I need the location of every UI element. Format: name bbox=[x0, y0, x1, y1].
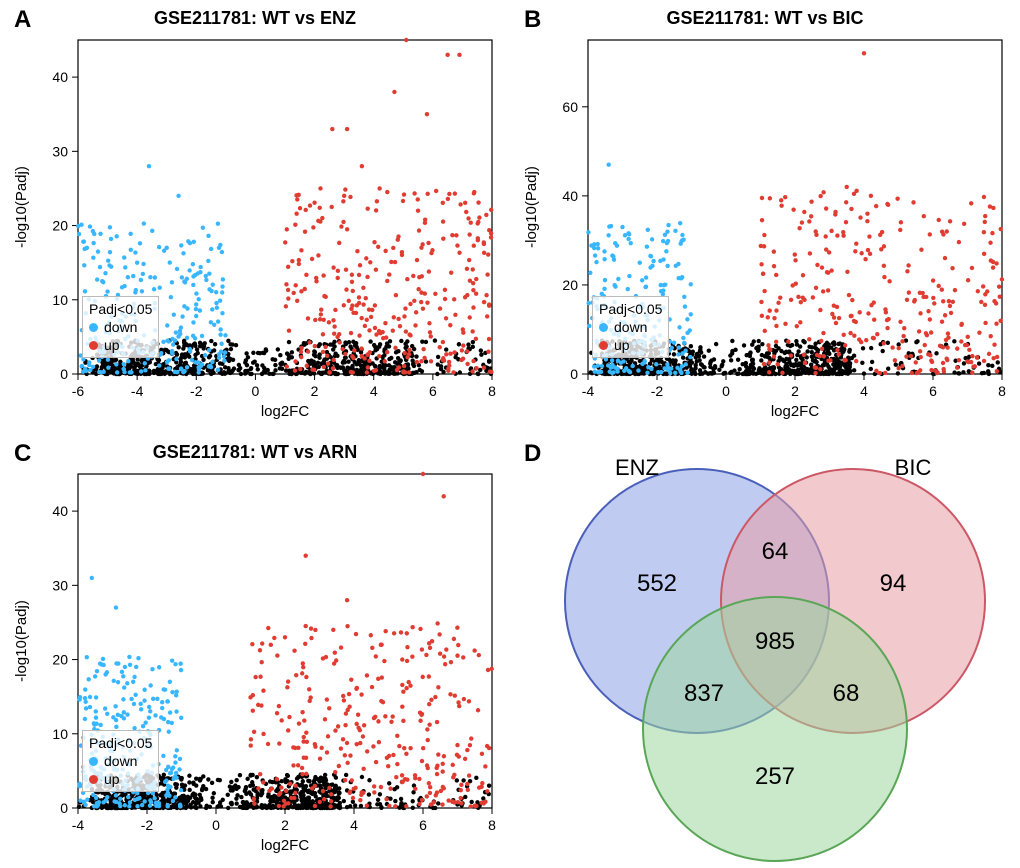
volcano-plot-C: -4 -2 0 2 4 6 8 0 10 20 30 40 log2FC -log10(Padj) bbox=[0, 434, 510, 868]
svg-text:-4: -4 bbox=[72, 817, 85, 833]
svg-text:log2FC: log2FC bbox=[261, 837, 310, 854]
venn-bic-arn: 68 bbox=[833, 680, 860, 707]
svg-text:20: 20 bbox=[562, 277, 578, 293]
svg-text:40: 40 bbox=[562, 188, 578, 204]
legend-item: down bbox=[89, 319, 152, 335]
svg-text:2: 2 bbox=[311, 383, 319, 399]
svg-text:40: 40 bbox=[52, 503, 68, 519]
volcano-plot-A: -6 -4 -2 0 2 4 6 8 0 10 20 30 40 log2FC -log10(Padj) bbox=[0, 0, 510, 434]
legend-item-label: up bbox=[104, 337, 120, 353]
legend-dot-icon bbox=[89, 775, 98, 784]
panel-B-title: GSE211781: WT vs BIC bbox=[510, 8, 1020, 29]
svg-text:4: 4 bbox=[860, 383, 868, 399]
svg-text:-log10(Padj): -log10(Padj) bbox=[523, 166, 540, 248]
panel-C-title: GSE211781: WT vs ARN bbox=[0, 442, 510, 463]
legend-dot-icon bbox=[599, 341, 608, 350]
legend-A: Padj<0.05 down up bbox=[82, 296, 159, 358]
svg-text:0: 0 bbox=[570, 366, 578, 382]
svg-text:-2: -2 bbox=[141, 817, 154, 833]
legend-item-label: down bbox=[614, 319, 647, 335]
legend-title: Padj<0.05 bbox=[89, 301, 152, 317]
svg-text:2: 2 bbox=[281, 817, 289, 833]
panel-D-label: D bbox=[524, 440, 541, 468]
svg-text:0: 0 bbox=[60, 366, 68, 382]
venn-enz-bic: 64 bbox=[762, 538, 789, 565]
venn-enz-arn: 837 bbox=[684, 680, 724, 707]
venn-enz-only: 552 bbox=[637, 570, 677, 597]
venn-diagram: 552942576483768985ENZBICARN bbox=[510, 434, 1020, 868]
svg-text:8: 8 bbox=[488, 817, 496, 833]
svg-text:40: 40 bbox=[52, 69, 68, 85]
legend-dot-icon bbox=[89, 757, 98, 766]
svg-text:-log10(Padj): -log10(Padj) bbox=[13, 166, 30, 248]
legend-item: up bbox=[89, 771, 152, 787]
venn-bic-title: BIC bbox=[895, 455, 932, 480]
legend-item-label: up bbox=[104, 771, 120, 787]
svg-text:0: 0 bbox=[60, 800, 68, 816]
svg-text:6: 6 bbox=[419, 817, 427, 833]
svg-text:-2: -2 bbox=[651, 383, 664, 399]
svg-text:-2: -2 bbox=[190, 383, 203, 399]
svg-text:60: 60 bbox=[562, 99, 578, 115]
svg-text:20: 20 bbox=[52, 652, 68, 668]
svg-text:-6: -6 bbox=[72, 383, 85, 399]
svg-text:8: 8 bbox=[998, 383, 1006, 399]
legend-item-label: up bbox=[614, 337, 630, 353]
legend-dot-icon bbox=[599, 323, 608, 332]
svg-text:10: 10 bbox=[52, 292, 68, 308]
legend-dot-icon bbox=[89, 341, 98, 350]
legend-title: Padj<0.05 bbox=[599, 301, 662, 317]
venn-enz-title: ENZ bbox=[615, 455, 659, 480]
legend-item: up bbox=[89, 337, 152, 353]
legend-dot-icon bbox=[89, 323, 98, 332]
svg-text:4: 4 bbox=[350, 817, 358, 833]
legend-item-label: down bbox=[104, 753, 137, 769]
legend-C: Padj<0.05 down up bbox=[82, 730, 159, 792]
venn-bic-only: 94 bbox=[880, 570, 907, 597]
venn-triple: 985 bbox=[755, 628, 795, 655]
legend-B: Padj<0.05 down up bbox=[592, 296, 669, 358]
svg-text:6: 6 bbox=[929, 383, 937, 399]
svg-text:log2FC: log2FC bbox=[261, 403, 310, 420]
svg-text:log2FC: log2FC bbox=[771, 403, 820, 420]
legend-item: down bbox=[599, 319, 662, 335]
svg-text:6: 6 bbox=[429, 383, 437, 399]
volcano-plot-B: -4 -2 0 2 4 6 8 0 20 40 60 log2FC -log10(Padj) bbox=[510, 0, 1020, 434]
panel-A-title: GSE211781: WT vs ENZ bbox=[0, 8, 510, 29]
svg-text:4: 4 bbox=[370, 383, 378, 399]
svg-text:2: 2 bbox=[791, 383, 799, 399]
svg-text:-log10(Padj): -log10(Padj) bbox=[13, 600, 30, 682]
legend-title: Padj<0.05 bbox=[89, 735, 152, 751]
legend-item: down bbox=[89, 753, 152, 769]
svg-text:0: 0 bbox=[212, 817, 220, 833]
svg-text:30: 30 bbox=[52, 577, 68, 593]
svg-text:0: 0 bbox=[252, 383, 260, 399]
svg-text:20: 20 bbox=[52, 218, 68, 234]
svg-text:-4: -4 bbox=[131, 383, 144, 399]
svg-text:8: 8 bbox=[488, 383, 496, 399]
svg-text:10: 10 bbox=[52, 726, 68, 742]
venn-arn-only: 257 bbox=[755, 763, 795, 790]
legend-item-label: down bbox=[104, 319, 137, 335]
legend-item: up bbox=[599, 337, 662, 353]
svg-text:-4: -4 bbox=[582, 383, 595, 399]
svg-text:0: 0 bbox=[722, 383, 730, 399]
svg-text:30: 30 bbox=[52, 143, 68, 159]
